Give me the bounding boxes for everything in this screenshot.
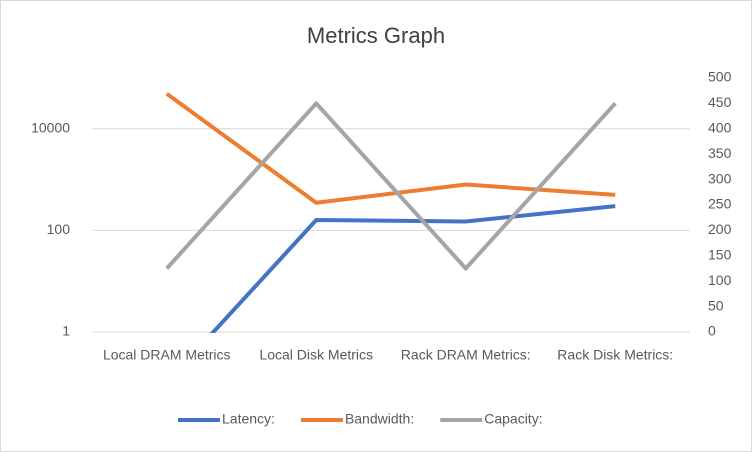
y2-tick-label: 450 xyxy=(708,94,732,110)
y2-tick-label: 0 xyxy=(708,323,716,339)
y2-tick-label: 250 xyxy=(708,196,732,212)
y-tick-label: 10000 xyxy=(31,120,70,136)
y2-tick-label: 150 xyxy=(708,247,732,263)
y2-tick-label: 200 xyxy=(708,221,732,237)
series-line xyxy=(165,101,617,271)
x-tick-label: Local Disk Metrics xyxy=(259,347,373,363)
y-tick-label: 1 xyxy=(62,323,70,339)
plot-area xyxy=(165,92,617,333)
x-tick-label: Rack Disk Metrics: xyxy=(557,347,673,363)
legend-label: Bandwidth: xyxy=(345,411,414,427)
y2-tick-label: 500 xyxy=(708,69,732,85)
series-line xyxy=(165,92,616,205)
y2-tick-label: 400 xyxy=(708,120,732,136)
chart-title: Metrics Graph xyxy=(307,23,445,48)
series-line xyxy=(209,204,616,333)
y-tick-label: 100 xyxy=(47,221,71,237)
legend-label: Latency: xyxy=(222,411,275,427)
y2-tick-label: 100 xyxy=(708,272,732,288)
y2-tick-label: 350 xyxy=(708,145,732,161)
y2-tick-label: 50 xyxy=(708,297,724,313)
x-tick-label: Rack DRAM Metrics: xyxy=(401,347,531,363)
x-tick-label: Local DRAM Metrics xyxy=(103,347,231,363)
y2-tick-label: 300 xyxy=(708,170,732,186)
legend-label: Capacity: xyxy=(484,411,542,427)
